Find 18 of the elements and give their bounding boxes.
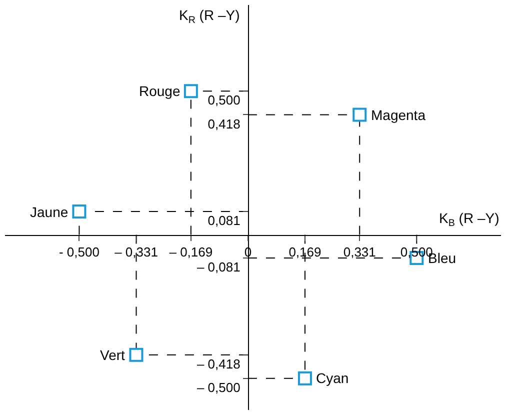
annotation: Jaune <box>30 204 68 220</box>
annotation: Magenta <box>371 107 426 123</box>
y-tick-label: 0,081 <box>208 213 240 228</box>
y-axis-title: K$_{R}$ (R –Y) <box>179 7 240 26</box>
x-tick-label: – 0,169 <box>169 244 213 260</box>
x-tick-label: 0,169 <box>288 244 322 260</box>
annotation: Rouge <box>139 83 180 99</box>
y-tick-label: 0,418 <box>208 116 240 132</box>
x-tick-label: 0,331 <box>343 244 376 260</box>
x-tick-label: - 0,500 <box>58 244 100 260</box>
annotation: Cyan <box>316 370 349 386</box>
annotation: Vert <box>100 347 126 363</box>
y-tick-label: – 0,418 <box>196 356 240 372</box>
x-axis-title: K$_{B}$ (R –Y) <box>439 210 500 229</box>
y-tick-label: – 0,500 <box>196 380 240 395</box>
y-tick-label: – 0,081 <box>196 260 240 275</box>
y-tick-label: 0,500 <box>208 92 240 108</box>
x-tick-label: – 0,331 <box>114 244 158 260</box>
